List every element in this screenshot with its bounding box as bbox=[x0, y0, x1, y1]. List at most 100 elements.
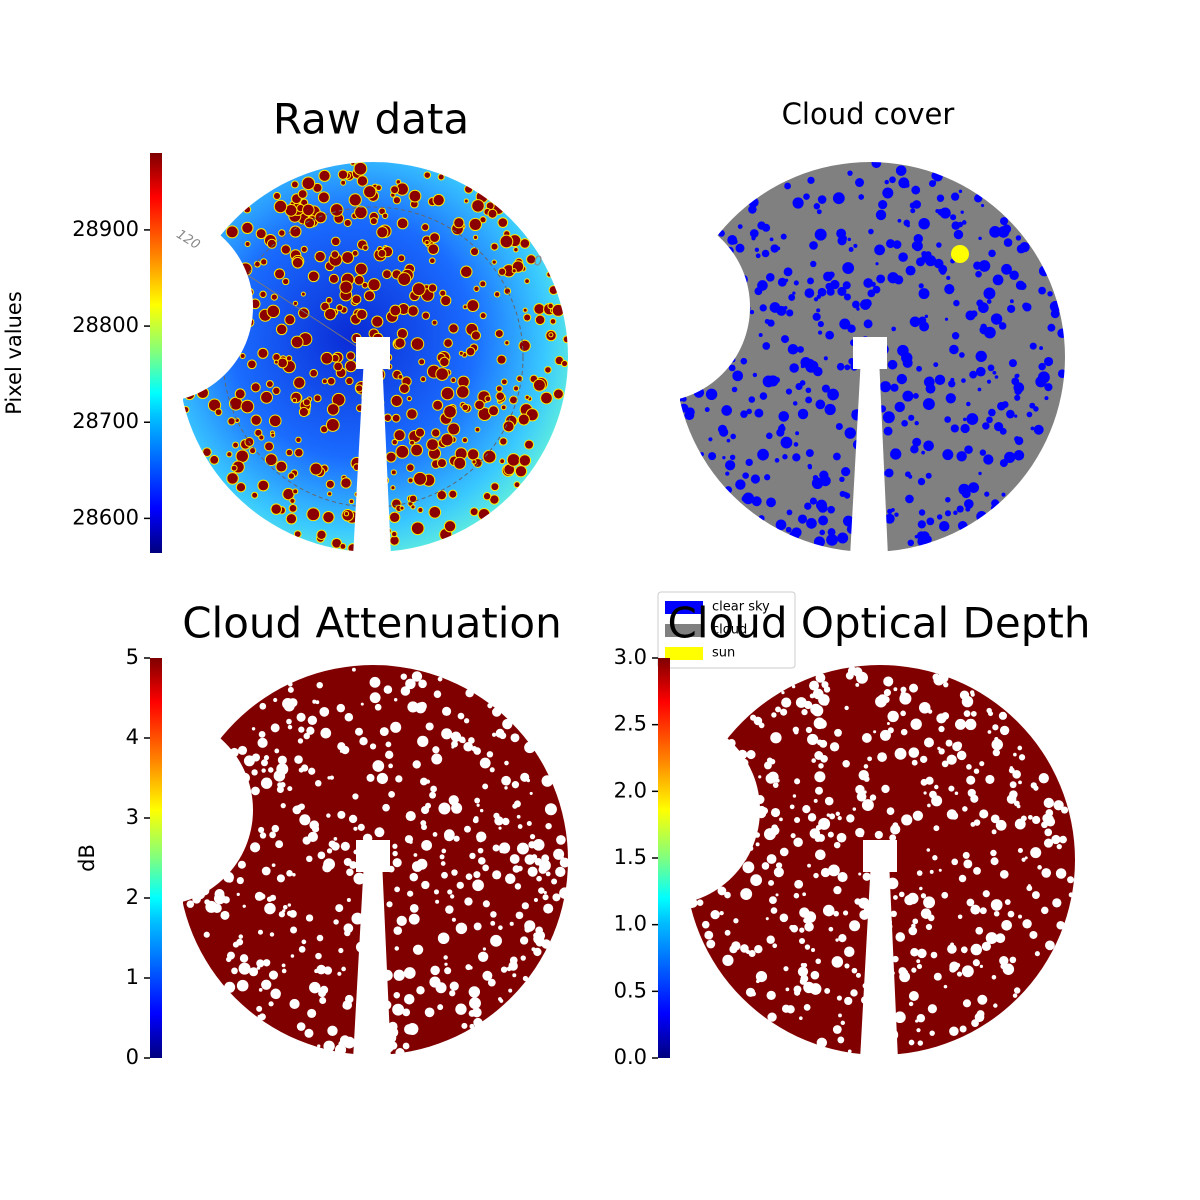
speckle bbox=[182, 357, 190, 365]
speckle bbox=[518, 414, 529, 425]
speckle bbox=[720, 822, 730, 831]
speckle bbox=[402, 1042, 410, 1050]
speckle bbox=[398, 273, 411, 285]
speckle bbox=[743, 792, 748, 796]
speckle bbox=[354, 162, 367, 175]
speckle bbox=[889, 834, 897, 842]
speckle bbox=[852, 807, 857, 811]
speckle bbox=[329, 775, 334, 780]
speckle bbox=[916, 1028, 921, 1033]
speckle bbox=[444, 962, 448, 966]
speckle bbox=[373, 333, 383, 344]
speckle bbox=[840, 1020, 845, 1026]
speckle bbox=[943, 681, 949, 688]
speckle bbox=[899, 692, 912, 705]
speckle bbox=[853, 243, 858, 248]
speckle bbox=[900, 728, 908, 736]
speckle bbox=[417, 735, 429, 748]
speckle bbox=[799, 907, 810, 918]
speckle bbox=[457, 712, 465, 720]
speckle bbox=[187, 824, 192, 829]
speckle bbox=[886, 239, 896, 249]
speckle bbox=[516, 842, 529, 855]
speckle bbox=[256, 959, 265, 968]
speckle bbox=[414, 472, 427, 485]
speckle bbox=[386, 528, 391, 533]
speckle bbox=[479, 757, 491, 769]
speckle bbox=[482, 947, 487, 951]
speckle bbox=[976, 511, 987, 522]
speckle bbox=[290, 954, 295, 958]
speckle bbox=[266, 381, 273, 387]
speckle bbox=[1002, 224, 1012, 234]
speckle bbox=[287, 682, 293, 687]
speckle bbox=[994, 375, 999, 379]
speckle bbox=[780, 436, 793, 449]
speckle bbox=[956, 750, 967, 761]
speckle bbox=[1045, 940, 1055, 951]
speckle bbox=[818, 763, 824, 769]
speckle bbox=[958, 483, 970, 496]
speckle bbox=[496, 874, 500, 878]
speckle bbox=[344, 219, 351, 226]
speckle bbox=[444, 831, 455, 842]
speckle bbox=[545, 367, 551, 373]
speckle bbox=[259, 702, 267, 710]
speckle bbox=[543, 903, 554, 914]
speckle bbox=[961, 695, 974, 708]
speckle bbox=[779, 817, 783, 822]
speckle bbox=[1039, 346, 1044, 351]
speckle bbox=[882, 695, 890, 704]
speckle bbox=[748, 205, 757, 214]
speckle bbox=[961, 965, 974, 978]
speckle bbox=[916, 365, 922, 372]
speckle bbox=[765, 272, 775, 282]
speckle bbox=[907, 539, 915, 547]
speckle bbox=[387, 1021, 398, 1032]
speckle bbox=[432, 832, 438, 837]
speckle bbox=[382, 213, 388, 218]
speckle bbox=[907, 892, 919, 905]
speckle bbox=[265, 454, 277, 466]
speckle bbox=[744, 288, 749, 293]
speckle bbox=[236, 892, 240, 896]
speckle bbox=[382, 803, 390, 812]
speckle bbox=[974, 194, 983, 203]
speckle bbox=[900, 710, 906, 717]
speckle bbox=[346, 897, 351, 903]
speckle bbox=[951, 858, 959, 866]
speckle bbox=[391, 486, 395, 490]
speckle bbox=[407, 890, 414, 897]
speckle bbox=[374, 892, 383, 901]
speckle bbox=[933, 825, 940, 832]
speckle bbox=[289, 998, 300, 1010]
speckle bbox=[861, 733, 872, 743]
speckle bbox=[730, 357, 736, 363]
speckle bbox=[353, 464, 360, 471]
speckle bbox=[444, 967, 452, 975]
speckle bbox=[437, 490, 446, 500]
speckle bbox=[827, 388, 839, 401]
speckle bbox=[740, 758, 749, 767]
speckle bbox=[821, 384, 830, 393]
speckle bbox=[528, 841, 536, 849]
speckle bbox=[714, 784, 720, 790]
speckle bbox=[910, 208, 916, 214]
speckle bbox=[817, 287, 827, 297]
elevation-ring bbox=[222, 206, 524, 508]
speckle bbox=[239, 954, 249, 963]
speckle bbox=[418, 679, 427, 689]
speckle bbox=[483, 493, 491, 500]
speckle bbox=[992, 749, 1000, 757]
speckle bbox=[193, 295, 197, 299]
speckle bbox=[254, 261, 260, 267]
speckle bbox=[886, 1029, 899, 1041]
speckle bbox=[353, 872, 366, 885]
speckle bbox=[316, 964, 327, 975]
speckle bbox=[932, 855, 938, 861]
speckle bbox=[437, 676, 443, 682]
speckle bbox=[392, 414, 400, 422]
speckle bbox=[780, 708, 788, 716]
speckle bbox=[379, 208, 385, 215]
